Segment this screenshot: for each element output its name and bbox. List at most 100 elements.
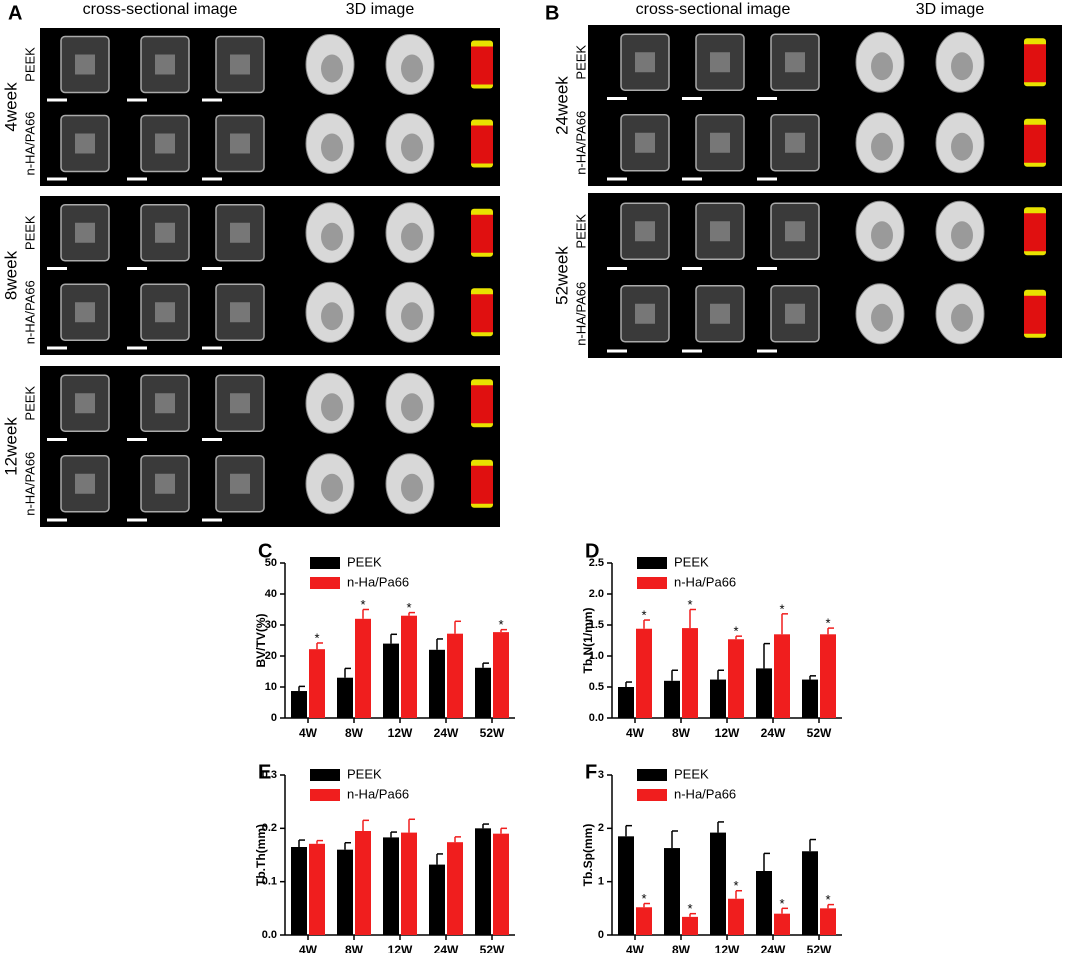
bar bbox=[383, 643, 399, 718]
legend-swatch bbox=[310, 769, 340, 781]
error-bar bbox=[735, 635, 742, 640]
error-bar bbox=[316, 839, 323, 844]
row-label: n-HA/PA66 bbox=[22, 452, 37, 516]
significance-marker: * bbox=[779, 601, 784, 616]
bone-3d-detail bbox=[871, 132, 893, 161]
significance-marker: * bbox=[406, 600, 411, 615]
error-bar bbox=[643, 902, 650, 908]
column-header: 3D image bbox=[916, 1, 985, 18]
x-tick-label: 52W bbox=[807, 726, 832, 740]
legend-swatch bbox=[310, 789, 340, 801]
error-bar bbox=[809, 675, 816, 680]
legend-label: n-Ha/Pa66 bbox=[674, 786, 736, 801]
bar bbox=[802, 679, 818, 718]
bar bbox=[337, 849, 353, 935]
x-tick-label: 8W bbox=[345, 943, 364, 953]
legend-swatch bbox=[637, 789, 667, 801]
bar bbox=[774, 634, 790, 718]
x-tick-label: 52W bbox=[807, 943, 832, 953]
implant-region bbox=[785, 303, 805, 324]
bone-ingrowth bbox=[1024, 44, 1046, 83]
panel-letter: C bbox=[258, 540, 272, 562]
bar bbox=[355, 618, 371, 718]
bone-3d-detail bbox=[321, 133, 343, 162]
implant-region bbox=[75, 54, 95, 75]
error-bar bbox=[717, 821, 724, 833]
implant-region bbox=[230, 133, 250, 154]
error-bar bbox=[625, 824, 632, 837]
legend-swatch bbox=[310, 557, 340, 569]
bone-3d-detail bbox=[951, 303, 973, 332]
bar bbox=[774, 913, 790, 935]
bar bbox=[475, 828, 491, 935]
y-tick-label: 30 bbox=[265, 619, 277, 631]
bar bbox=[429, 649, 445, 718]
x-tick-label: 8W bbox=[672, 726, 691, 740]
significance-marker: * bbox=[733, 878, 738, 893]
implant-region bbox=[230, 54, 250, 75]
y-tick-label: 20 bbox=[265, 650, 277, 662]
legend-label: PEEK bbox=[347, 554, 382, 569]
bone-3d-detail bbox=[871, 303, 893, 332]
y-axis-title: Tb.Sp(mm) bbox=[581, 824, 595, 887]
bar bbox=[618, 836, 634, 935]
x-tick-label: 8W bbox=[672, 943, 691, 953]
implant-region bbox=[710, 221, 730, 242]
y-tick-label: 1.0 bbox=[589, 650, 604, 662]
error-bar bbox=[689, 912, 696, 917]
implant-region bbox=[75, 473, 95, 494]
error-bar bbox=[735, 889, 742, 899]
y-tick-label: 10 bbox=[265, 681, 277, 693]
row-label: PEEK bbox=[573, 214, 588, 249]
error-bar bbox=[827, 627, 834, 635]
y-axis-title: Tb.Th(mm) bbox=[254, 824, 268, 886]
y-axis-title: BV/TV(%) bbox=[254, 613, 268, 667]
significance-marker: * bbox=[687, 597, 692, 612]
row-label: PEEK bbox=[22, 47, 37, 82]
implant-region bbox=[710, 52, 730, 73]
panel-letter: E bbox=[258, 761, 271, 783]
bar bbox=[710, 832, 726, 935]
bone-3d-detail bbox=[321, 393, 343, 422]
implant-region bbox=[635, 221, 655, 242]
significance-marker: * bbox=[641, 891, 646, 906]
error-bar bbox=[344, 667, 351, 678]
row-label: PEEK bbox=[22, 215, 37, 250]
implant-region bbox=[155, 302, 175, 323]
implant-region bbox=[155, 393, 175, 414]
error-bar bbox=[298, 685, 305, 692]
row-label: n-HA/PA66 bbox=[22, 280, 37, 344]
bar bbox=[756, 871, 772, 935]
y-tick-label: 0.3 bbox=[262, 769, 277, 781]
group-label: 4week bbox=[1, 82, 20, 132]
legend-label: PEEK bbox=[674, 554, 709, 569]
bar bbox=[337, 677, 353, 718]
implant-region bbox=[155, 54, 175, 75]
y-tick-label: 50 bbox=[265, 557, 277, 569]
bone-ingrowth bbox=[471, 214, 493, 253]
error-bar bbox=[408, 611, 415, 616]
x-tick-label: 4W bbox=[299, 943, 318, 953]
bone-3d-detail bbox=[401, 222, 423, 251]
implant-region bbox=[230, 222, 250, 243]
row-label: n-HA/PA66 bbox=[573, 282, 588, 346]
bar bbox=[682, 916, 698, 935]
y-tick-label: 1.5 bbox=[589, 619, 604, 631]
y-tick-label: 0 bbox=[598, 929, 604, 941]
implant-region bbox=[785, 132, 805, 153]
error-bar bbox=[298, 839, 305, 847]
bar bbox=[447, 633, 463, 718]
x-tick-label: 4W bbox=[299, 726, 318, 740]
bone-ingrowth bbox=[471, 125, 493, 164]
significance-marker: * bbox=[641, 607, 646, 622]
implant-region bbox=[785, 52, 805, 73]
implant-region bbox=[635, 303, 655, 324]
y-tick-label: 0.5 bbox=[589, 681, 604, 693]
error-bar bbox=[482, 662, 489, 668]
bone-3d-detail bbox=[951, 132, 973, 161]
error-bar bbox=[625, 681, 632, 687]
x-tick-label: 8W bbox=[345, 726, 364, 740]
implant-region bbox=[710, 132, 730, 153]
bar bbox=[401, 832, 417, 935]
implant-region bbox=[155, 473, 175, 494]
